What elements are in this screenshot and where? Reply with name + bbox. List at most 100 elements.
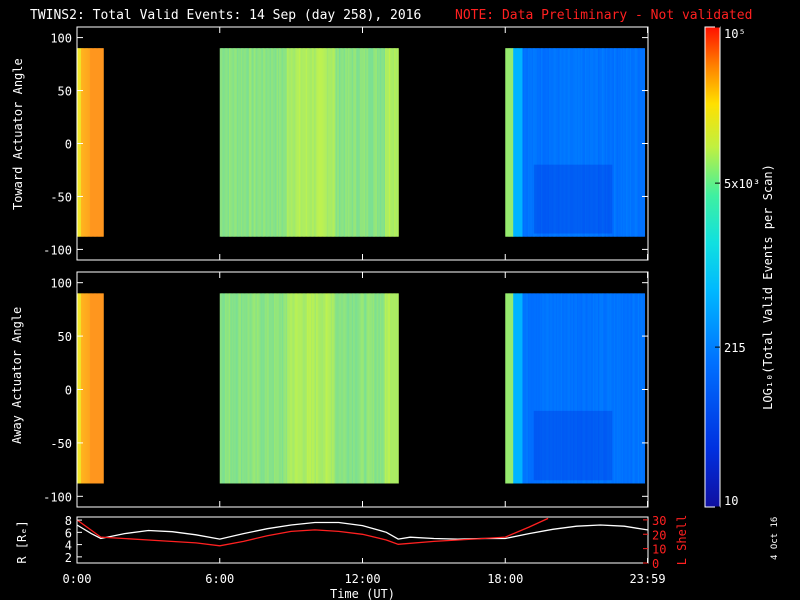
heatmap-cell [258, 293, 261, 484]
heatmap-cell [77, 293, 79, 484]
heatmap-cell [259, 48, 262, 237]
heatmap-cell [629, 48, 632, 237]
heatmap-cell [304, 48, 307, 237]
heatmap-cell [291, 293, 294, 484]
heatmap-cell [616, 48, 619, 237]
heatmap-cell [563, 48, 566, 237]
heatmap-cell [620, 48, 623, 237]
heatmap-cell [552, 293, 555, 484]
heatmap-cell [267, 48, 270, 237]
heatmap-cell [513, 48, 516, 237]
heatmap-cell [641, 293, 644, 484]
x-tick-label: 23:59 [629, 572, 665, 586]
heatmap-cell [515, 293, 518, 484]
heatmap-cell [509, 293, 512, 484]
heatmap-cell [396, 293, 399, 484]
heatmap-cell [96, 293, 99, 484]
heatmap-cell [643, 48, 646, 237]
heatmap-cell [100, 48, 103, 237]
heatmap-cell [395, 293, 398, 484]
heatmap-cell [349, 48, 352, 237]
heatmap-cell [600, 293, 603, 484]
heatmap-cell [309, 293, 312, 484]
heatmap-cell [608, 293, 611, 484]
heatmap-cell [341, 48, 344, 237]
heatmap-cell [239, 293, 242, 484]
heatmap-cell [90, 293, 92, 484]
heatmap-cell [568, 48, 571, 237]
heatmap-cell [563, 293, 566, 484]
heatmap-cell [530, 48, 533, 237]
heatmap-cell [337, 293, 340, 484]
heatmap-cell [262, 293, 264, 484]
heatmap-cell [300, 293, 303, 484]
heatmap-cell [560, 293, 563, 484]
heatmap-cell [547, 48, 550, 237]
heatmap-cell [314, 48, 317, 237]
heatmap-cell [227, 48, 230, 237]
heatmap-cell [326, 293, 329, 484]
heatmap-cell [264, 48, 267, 237]
heatmap-cell [548, 48, 551, 237]
heatmap-cell [304, 293, 307, 484]
heatmap-cell [277, 293, 280, 484]
heatmap-cell [355, 293, 358, 484]
heatmap-cell [639, 48, 642, 237]
heatmap-cell [612, 48, 615, 237]
heatmap-cell [599, 48, 602, 237]
heatmap-cell [392, 48, 395, 237]
heatmap-cell [554, 48, 557, 237]
heatmap-cell [219, 293, 222, 484]
heatmap-cell [631, 293, 634, 484]
heatmap-cell [366, 293, 369, 484]
heatmap-cell [572, 48, 575, 237]
heatmap-cell [381, 48, 383, 237]
heatmap-cell [353, 48, 356, 237]
heatmap-cell [388, 293, 391, 484]
heatmap-cell [617, 293, 620, 484]
heatmap-cell [288, 48, 291, 237]
heatmap-cell [275, 48, 278, 237]
heatmap-cell [556, 48, 559, 237]
radius-series-line [76, 521, 648, 540]
heatmap-cell [279, 293, 282, 484]
x-tick-label: 12:00 [344, 572, 380, 586]
heatmap-cell [83, 48, 86, 237]
heatmap-cell [621, 293, 624, 484]
heatmap-cell [222, 293, 225, 484]
heatmap-cell [312, 48, 315, 237]
heatmap-cell [230, 293, 233, 484]
heatmap-cell [297, 293, 300, 484]
heatmap-cell [541, 48, 543, 237]
heatmap-cell [517, 48, 520, 237]
heatmap-cell [546, 293, 549, 484]
heatmap-cell [234, 293, 237, 484]
heatmap-cell [276, 48, 279, 237]
heatmap-cell [254, 48, 257, 237]
heatmap-cell [232, 48, 235, 237]
heatmap-cell [596, 293, 599, 484]
heatmap-cell [560, 48, 563, 237]
heatmap-cell [582, 48, 585, 237]
heatmap-cell [280, 48, 283, 237]
heatmap-cell [242, 293, 245, 484]
heatmap-cell [586, 293, 589, 484]
heatmap-cell [559, 48, 562, 237]
heatmap-cell [390, 48, 393, 237]
heatmap-cell [574, 293, 577, 484]
heatmap-cell [378, 293, 381, 484]
heatmap-cell [247, 293, 250, 484]
heatmap-cell [322, 48, 325, 237]
heatmap-cell [392, 293, 395, 484]
heatmap-cell [343, 293, 346, 484]
heatmap-cell [615, 293, 618, 484]
heatmap-cell [256, 48, 259, 237]
heatmap-cell [271, 293, 274, 484]
heatmap-cell [305, 293, 308, 484]
heatmap-cell [258, 48, 261, 237]
heatmap-cell [238, 293, 241, 484]
heatmap-cell [358, 48, 361, 237]
heatmap-cell [621, 48, 624, 237]
heatmap-cell [603, 48, 606, 237]
colorbar-label: LOG₁₀(Total Valid Events per Scan) [761, 164, 775, 410]
